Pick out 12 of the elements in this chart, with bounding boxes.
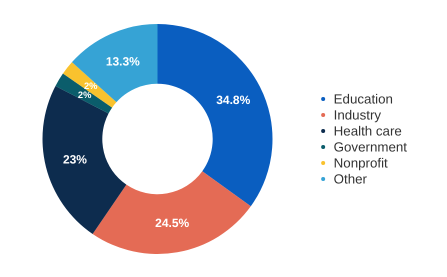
- data-label: 2%: [84, 81, 98, 92]
- legend-label: Industry: [334, 107, 382, 122]
- data-label: 13.3%: [106, 54, 140, 68]
- legend-label: Education: [334, 91, 393, 106]
- data-label: 34.8%: [216, 93, 251, 108]
- legend-label: Government: [334, 139, 407, 154]
- data-label: 23%: [62, 152, 88, 167]
- legend-label: Nonprofit: [334, 155, 388, 170]
- data-label: 2%: [78, 90, 92, 100]
- data-label: 24.5%: [155, 216, 190, 230]
- legend-label: Health care: [334, 123, 402, 138]
- legend-label: Other: [334, 171, 367, 186]
